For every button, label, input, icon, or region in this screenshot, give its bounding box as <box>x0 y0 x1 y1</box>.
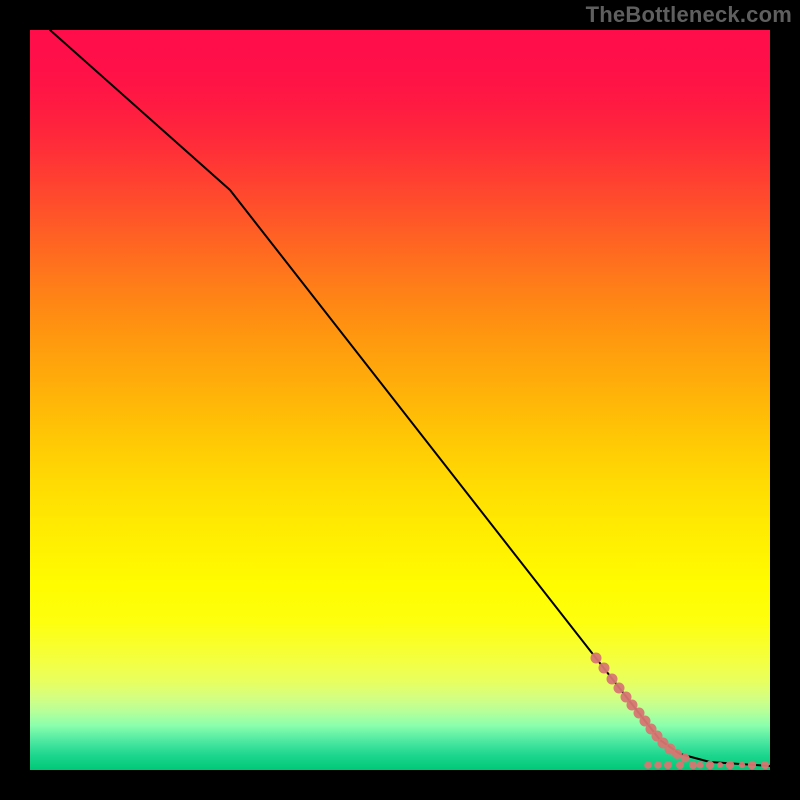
scatter-point <box>706 761 714 769</box>
scatter-point <box>607 674 618 685</box>
scatter-point <box>761 761 769 769</box>
scatter-point <box>672 749 682 759</box>
scatter-point <box>644 761 652 769</box>
scatter-point <box>726 761 734 769</box>
scatter-point <box>664 761 672 769</box>
scatter-point <box>676 761 684 769</box>
chart-svg <box>30 30 770 770</box>
plot-area <box>30 30 770 770</box>
scatter-point <box>681 754 690 763</box>
scatter-point <box>748 761 756 769</box>
scatter-point <box>599 663 610 674</box>
scatter-point <box>739 762 745 768</box>
chart-container: { "watermark": "TheBottleneck.com", "col… <box>0 0 800 800</box>
scatter-point <box>697 762 704 769</box>
scatter-point <box>689 761 697 769</box>
gradient-background <box>30 30 770 770</box>
scatter-point <box>591 653 602 664</box>
scatter-point <box>717 762 723 768</box>
watermark-text: TheBottleneck.com <box>586 2 792 28</box>
scatter-point <box>614 683 625 694</box>
scatter-point <box>654 761 662 769</box>
